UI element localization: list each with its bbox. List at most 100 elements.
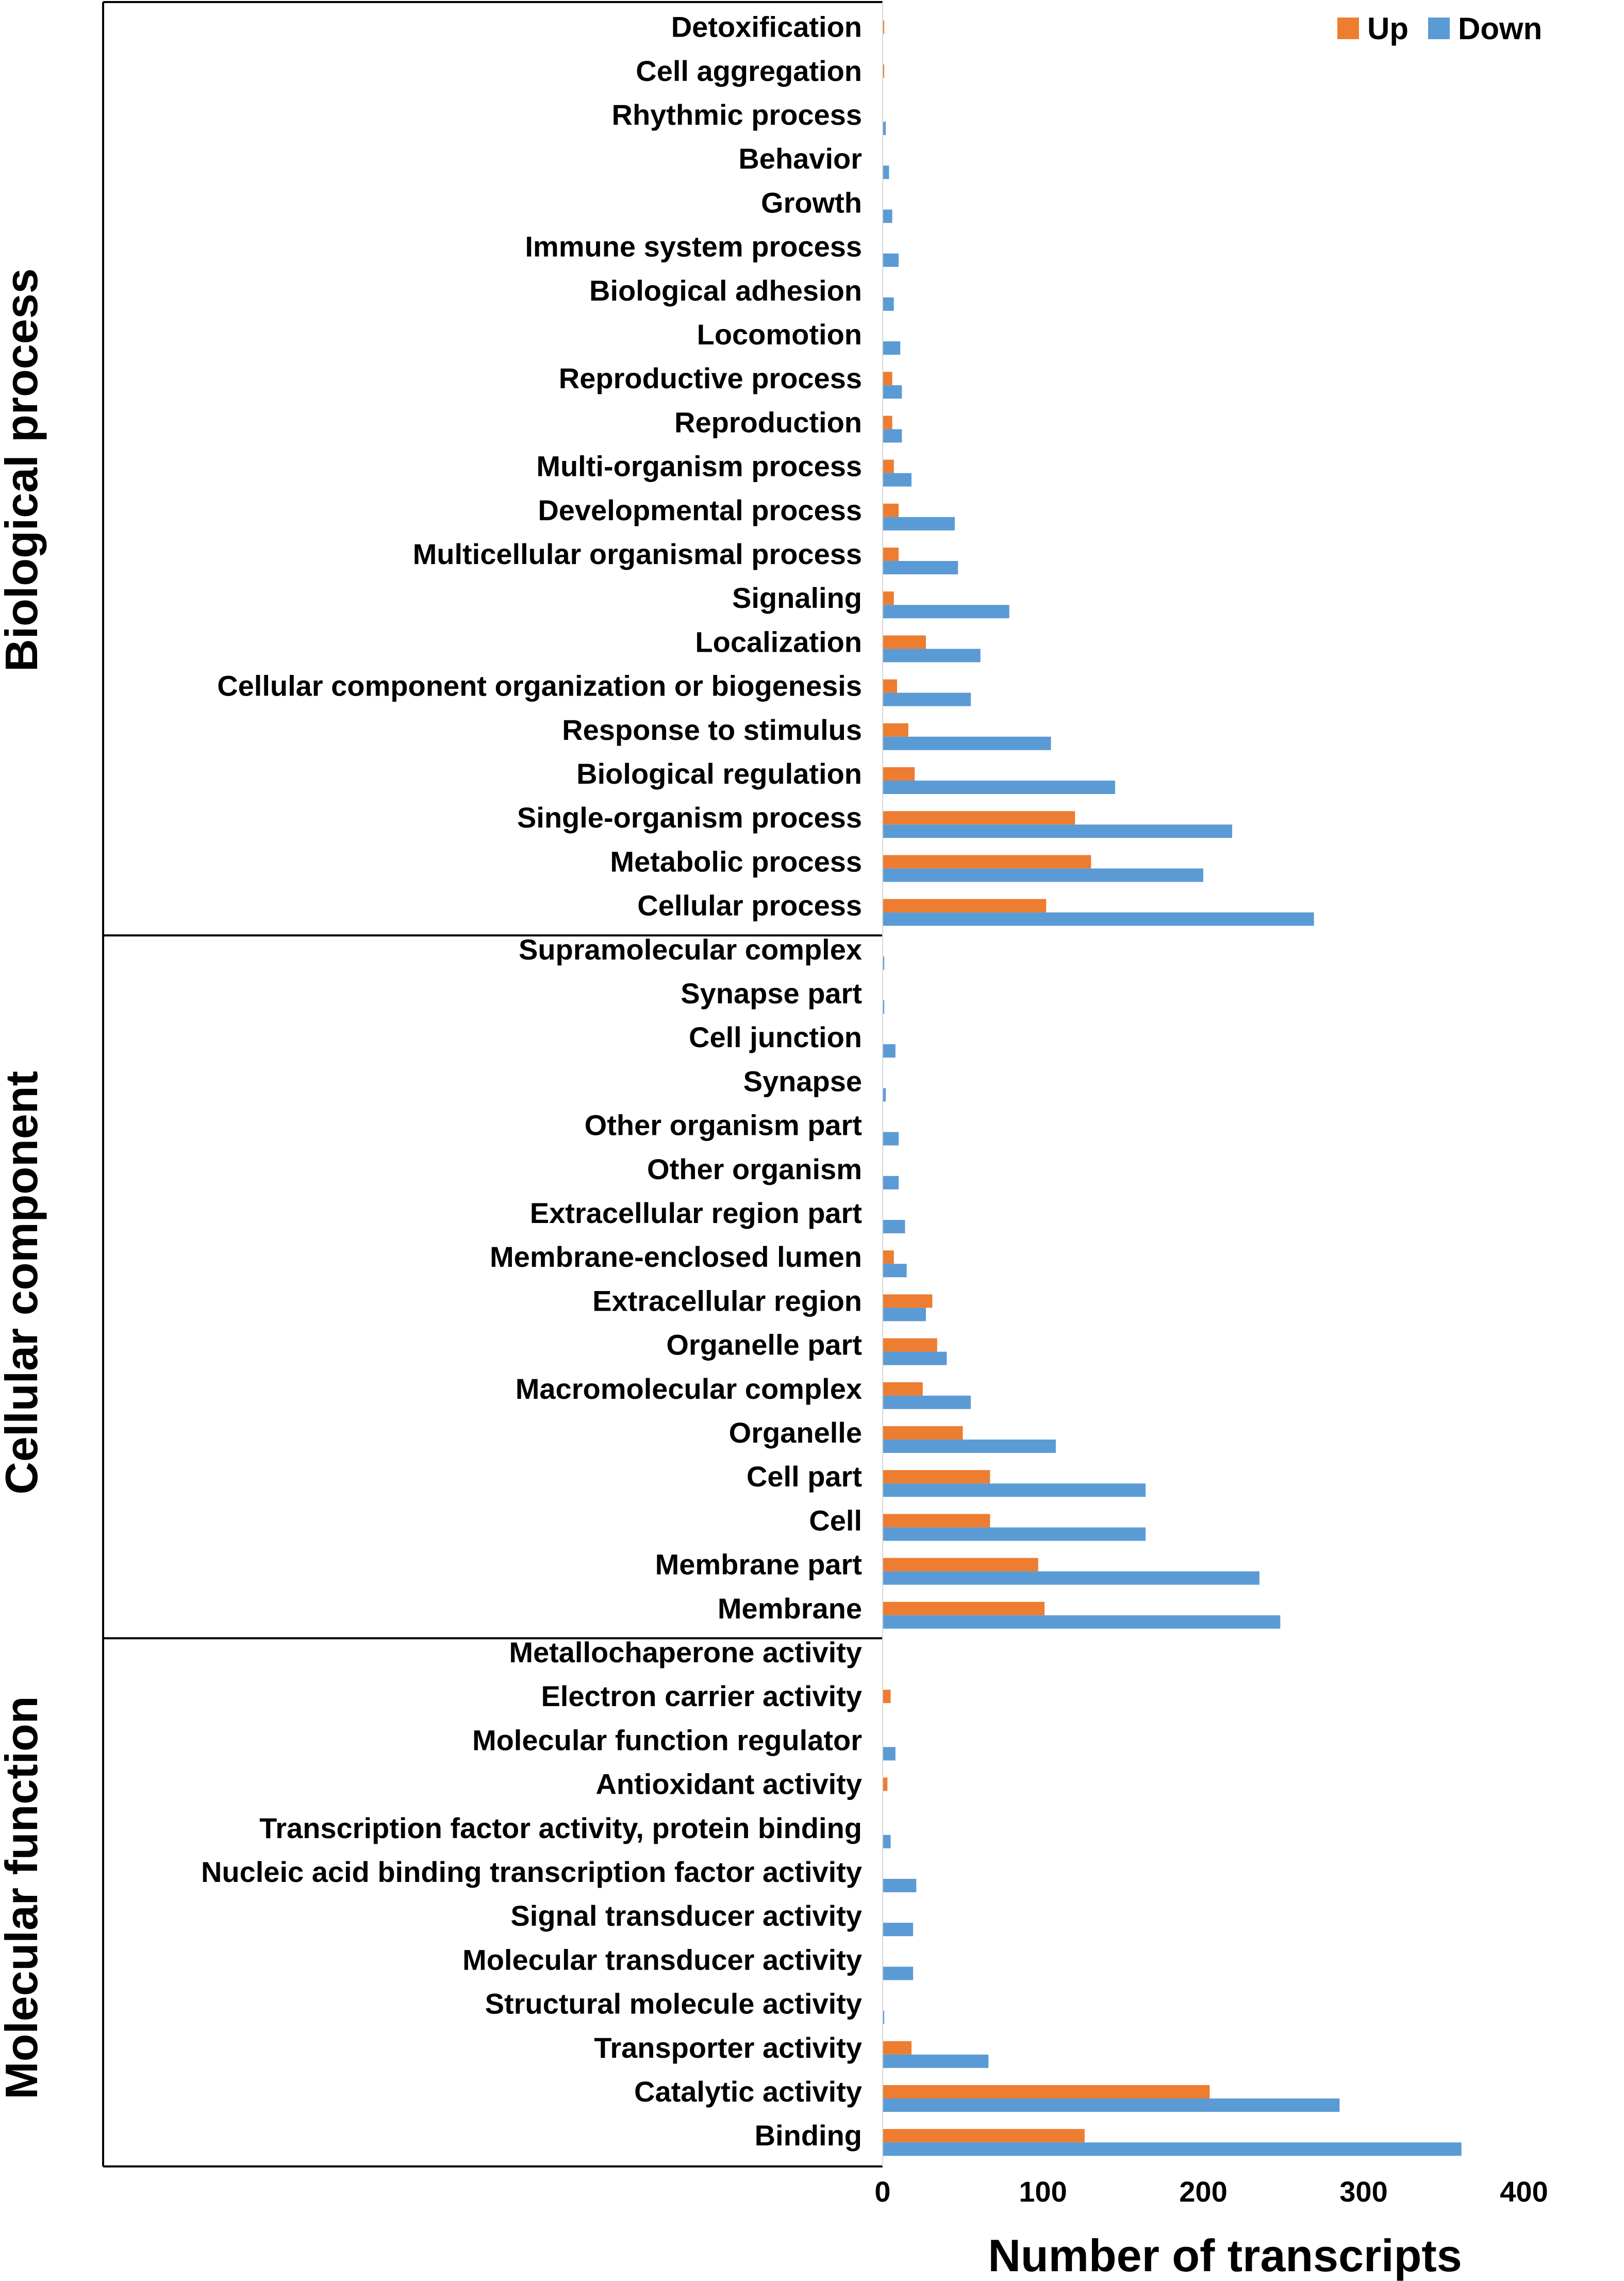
bar-down — [883, 912, 1314, 926]
category-label: Biological regulation — [576, 757, 862, 790]
bar-down — [883, 781, 1115, 794]
bar-down — [883, 736, 1051, 750]
bar-up — [883, 1601, 1045, 1615]
x-tick-label: 0 — [874, 2175, 890, 2208]
group-label: Cellular component — [0, 1071, 47, 1494]
group-label: Biological process — [0, 268, 47, 671]
category-label: Locomotion — [697, 318, 862, 351]
bar-up — [883, 899, 1047, 913]
bar-up — [883, 1558, 1038, 1572]
bar-down — [883, 1088, 886, 1102]
bar-up — [883, 679, 897, 693]
bar-up — [883, 2041, 912, 2055]
x-tick-label: 100 — [1019, 2175, 1067, 2208]
category-label: Single-organism process — [517, 801, 862, 834]
bar-down — [883, 868, 1203, 882]
category-label: Organelle — [729, 1416, 862, 1449]
group-frames — [102, 1, 883, 2168]
bar-down — [883, 122, 886, 135]
category-label: Detoxification — [671, 11, 862, 43]
bar-down — [883, 1923, 914, 1937]
category-label: Multi-organism process — [536, 450, 862, 483]
category-label: Other organism part — [585, 1109, 862, 1142]
bar-down — [883, 561, 958, 574]
category-label: Synapse — [743, 1065, 862, 1097]
legend-swatch-down — [1428, 18, 1450, 39]
category-label: Metallochaperone activity — [509, 1636, 862, 1668]
bar-up — [883, 1338, 937, 1352]
category-label: Immune system process — [525, 230, 862, 263]
category-label: Response to stimulus — [562, 714, 862, 746]
category-label: Transcription factor activity, protein b… — [259, 1812, 862, 1844]
category-label: Supramolecular complex — [519, 933, 862, 966]
bar-up — [883, 855, 1091, 869]
bar-up — [883, 416, 892, 429]
bar-up — [883, 372, 892, 386]
category-label: Nucleic acid binding transcription facto… — [201, 1856, 862, 1888]
bar-down — [883, 517, 955, 531]
bar-down — [883, 1176, 899, 1189]
category-label: Other organism — [647, 1153, 862, 1185]
category-label: Metabolic process — [610, 845, 862, 878]
bar-up — [883, 1514, 990, 1528]
bar-down — [883, 385, 902, 399]
category-label: Synapse part — [681, 977, 862, 1010]
bar-up — [883, 1426, 963, 1440]
bar-down — [883, 1132, 899, 1146]
bar-down — [883, 166, 889, 179]
category-label: Macromolecular complex — [516, 1373, 862, 1405]
bar-up — [883, 1250, 894, 1264]
bar-down — [883, 649, 981, 663]
bar-down — [883, 1351, 947, 1365]
bar-down — [883, 2098, 1340, 2112]
bar-down — [883, 429, 902, 443]
category-label: Reproduction — [674, 406, 862, 438]
bar-up — [883, 503, 899, 517]
bar-down — [883, 1571, 1260, 1585]
group-label: Molecular function — [0, 1696, 47, 2099]
bar-down — [883, 473, 912, 487]
bar-up — [883, 20, 885, 34]
category-label: Electron carrier activity — [541, 1680, 862, 1712]
bar-down — [883, 2010, 885, 2024]
bar-up — [883, 591, 894, 605]
category-label: Cell part — [747, 1460, 862, 1493]
bar-down — [883, 1264, 907, 1278]
bar-down — [883, 1615, 1281, 1629]
category-label: Developmental process — [538, 494, 862, 526]
category-label: Molecular function regulator — [472, 1724, 862, 1756]
category-label: Behavior — [738, 142, 862, 175]
bar-down — [883, 253, 899, 267]
category-label: Extracellular region — [592, 1284, 862, 1317]
x-tick-label: 200 — [1179, 2175, 1227, 2208]
bar-up — [883, 459, 894, 473]
category-label: Multicellular organismal process — [413, 538, 862, 570]
bar-down — [883, 2054, 989, 2068]
category-label: Localization — [695, 625, 862, 658]
bar-down — [883, 297, 894, 311]
x-tick-label: 300 — [1339, 2175, 1387, 2208]
bar-up — [883, 1690, 891, 1704]
bar-up — [883, 2129, 1085, 2143]
category-label: Growth — [761, 186, 862, 219]
bar-down — [883, 1747, 896, 1761]
bar-down — [883, 1308, 926, 1321]
bar-down — [883, 1000, 885, 1014]
category-label: Extracellular region part — [530, 1197, 862, 1229]
category-label: Binding — [755, 2119, 862, 2152]
category-label: Rhythmic process — [612, 98, 863, 131]
category-label: Signaling — [732, 582, 862, 614]
bar-down — [883, 1220, 905, 1233]
bar-up — [883, 2085, 1210, 2098]
category-label: Cellular component organization or bioge… — [217, 670, 862, 702]
legend: Up Down — [1337, 11, 1542, 46]
category-label: Structural molecule activity — [485, 1988, 862, 2020]
bar-down — [883, 605, 1009, 619]
x-axis-title: Number of transcripts — [988, 2230, 1462, 2281]
bar-up — [883, 767, 915, 781]
bar-down — [883, 692, 971, 706]
category-label: Biological adhesion — [589, 274, 862, 307]
bar-down — [883, 824, 1232, 838]
